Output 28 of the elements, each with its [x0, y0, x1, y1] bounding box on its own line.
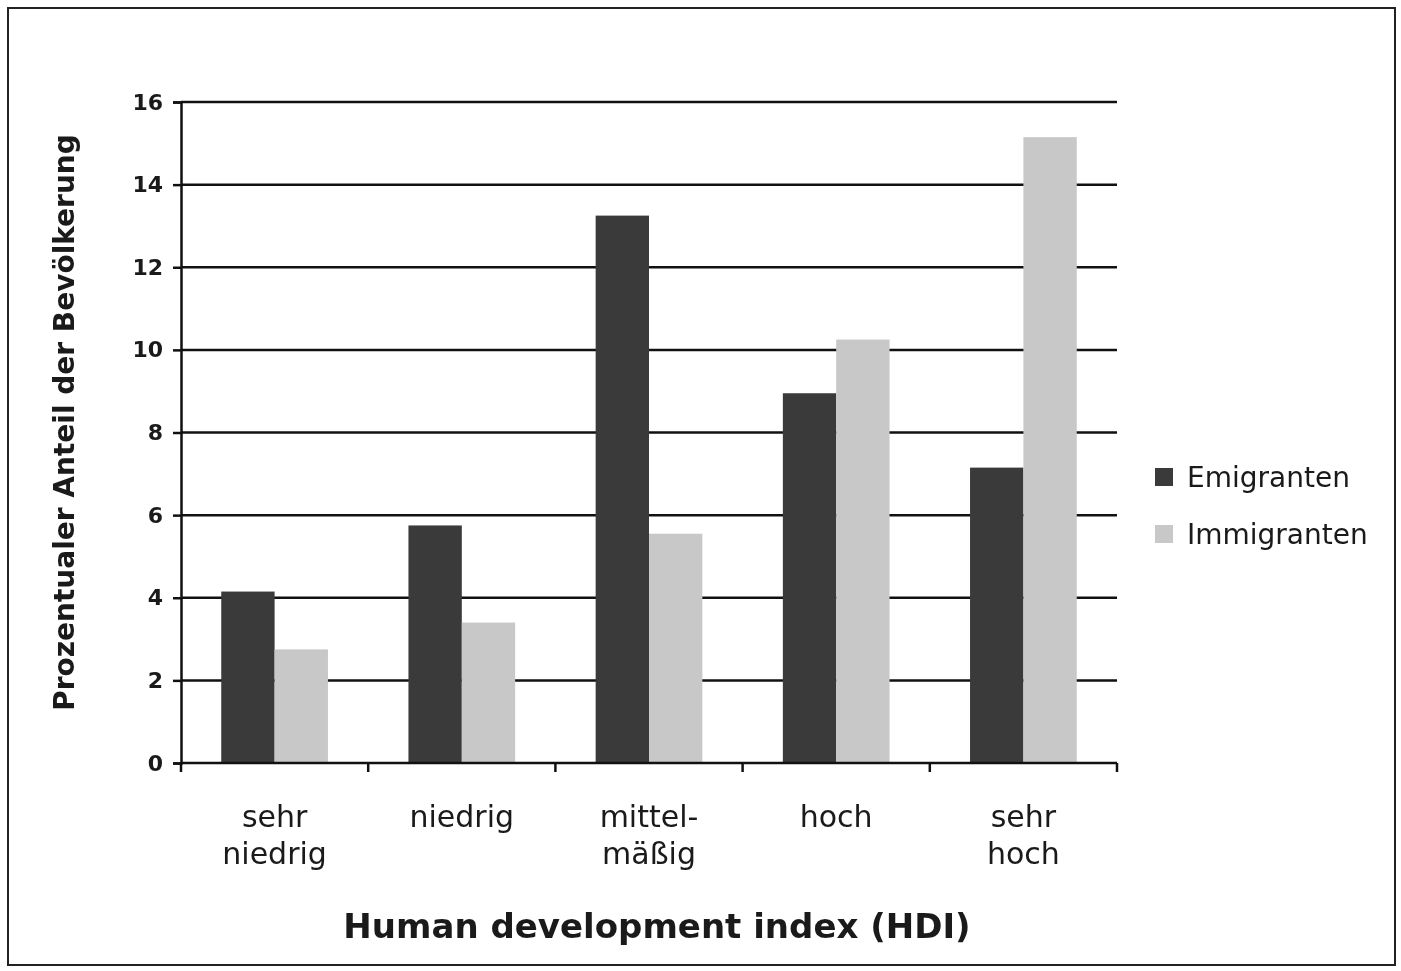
y-tick-label: 6: [147, 502, 163, 528]
y-tick-label: 0: [147, 750, 163, 776]
bar: [782, 393, 837, 763]
legend-label: Immigranten: [1187, 518, 1368, 551]
bar: [274, 649, 328, 763]
x-tick-label: sehr niedrig: [222, 799, 327, 871]
legend-label: Emigranten: [1187, 461, 1350, 494]
y-tick-label: 12: [132, 254, 163, 280]
bar: [649, 533, 703, 763]
y-tick-label: 16: [132, 89, 163, 115]
x-tick-label: hoch: [799, 799, 873, 834]
y-tick-label: 4: [147, 585, 163, 611]
y-axis-title: Prozentualer Anteil der Bevölkerung: [48, 134, 81, 711]
bar: [836, 339, 890, 763]
x-tick-label: mittel-mäßig: [599, 799, 699, 871]
y-tick-label: 14: [132, 172, 163, 198]
bar: [970, 467, 1024, 763]
y-tick-label: 8: [147, 420, 163, 446]
y-tick-label: 2: [147, 667, 163, 693]
x-tick-label: sehr hoch: [986, 799, 1060, 871]
bar: [408, 525, 462, 763]
y-tick-label: 10: [132, 337, 163, 363]
bar: [595, 215, 649, 763]
bar: [221, 591, 275, 763]
x-tick-label: niedrig: [409, 799, 515, 834]
bar: [461, 622, 516, 763]
x-axis-title: Human development index (HDI): [343, 906, 971, 946]
bar: [1023, 137, 1077, 763]
